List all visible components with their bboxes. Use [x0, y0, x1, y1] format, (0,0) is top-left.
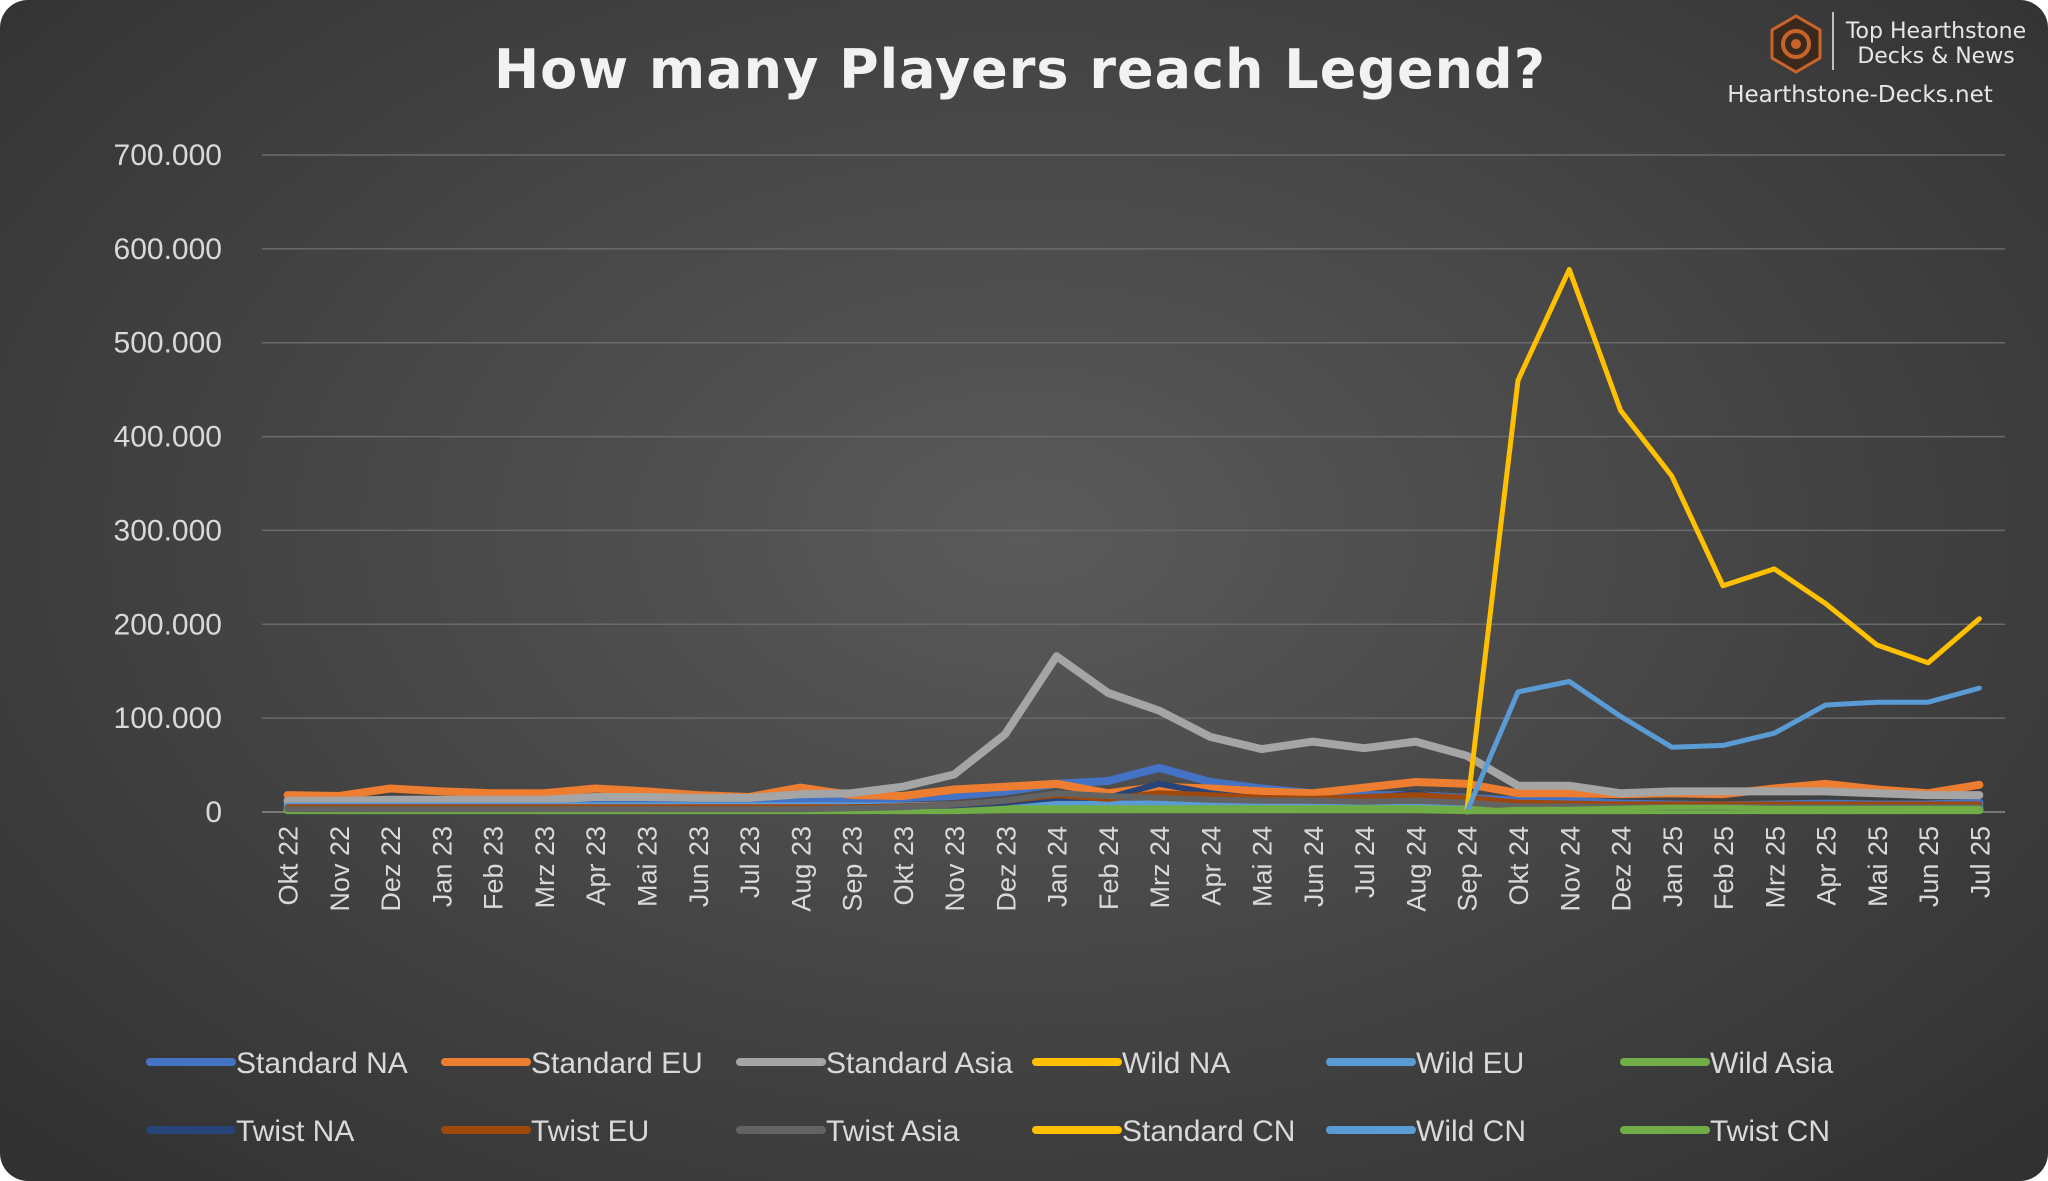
x-tick-label: Jun 24	[1299, 826, 1329, 907]
x-tick-label: Jul 24	[1350, 826, 1380, 898]
hearthstone-logo-icon	[1770, 14, 1822, 74]
y-axis: 0 100.000 200.000 300.000 400.000 500.000 600.…	[114, 139, 222, 829]
y-tick-label: 400.000	[114, 421, 222, 454]
y-tick-label: 0	[205, 796, 222, 829]
legend-item-wild-na: Wild NA	[1032, 1047, 1230, 1080]
brand-site: Hearthstone-Decks.net	[1727, 82, 1993, 108]
legend-item-wild-cn: Wild CN	[1326, 1115, 1526, 1148]
x-tick-label: Dez 24	[1607, 826, 1637, 912]
series-line-twist-cn	[1464, 804, 1982, 815]
x-tick-label: Okt 23	[889, 826, 919, 906]
series-line-standard-cn	[1464, 267, 1982, 815]
x-tick-label: Jan 24	[1043, 826, 1073, 907]
legend-item-standard-eu: Standard EU	[441, 1047, 703, 1080]
brand-line-2: Decks & News	[1857, 44, 2014, 69]
legend-label: Wild NA	[1122, 1047, 1230, 1080]
x-tick-label: Sep 24	[1453, 826, 1483, 912]
legend-label: Wild Asia	[1710, 1047, 1834, 1080]
legend-label: Standard CN	[1122, 1115, 1295, 1148]
x-tick-label: Mai 23	[632, 826, 662, 907]
x-tick-label: Dez 23	[991, 826, 1021, 912]
legend-item-twist-cn: Twist CN	[1620, 1115, 1830, 1148]
brand-logo: Top Hearthstone Decks & News Hearthstone…	[1727, 12, 2026, 108]
gridlines	[262, 154, 2005, 813]
series-line-standard-asia	[283, 652, 1984, 805]
x-tick-label: Dez 22	[376, 826, 406, 912]
x-tick-label: Okt 22	[274, 826, 304, 906]
x-tick-label: Jun 23	[684, 826, 714, 907]
x-tick-label: Mrz 24	[1145, 826, 1175, 909]
legend-label: Twist Asia	[826, 1115, 960, 1148]
x-tick-label: Mrz 23	[530, 826, 560, 909]
x-tick-label: Jan 23	[427, 826, 457, 907]
x-tick-label: Mai 25	[1863, 826, 1893, 907]
legend: Standard NA Standard EU Standard Asia Wild …	[146, 1047, 1834, 1148]
legend-label: Twist NA	[236, 1115, 354, 1148]
x-tick-label: Feb 25	[1709, 826, 1739, 910]
x-tick-label: Feb 23	[479, 826, 509, 910]
legend-label: Standard Asia	[826, 1047, 1013, 1080]
x-tick-label: Mai 24	[1248, 826, 1278, 907]
y-tick-label: 100.000	[114, 702, 222, 735]
x-tick-label: Jun 25	[1914, 826, 1944, 907]
x-tick-label: Nov 23	[940, 826, 970, 912]
brand-line-1: Top Hearthstone	[1845, 19, 2026, 44]
x-tick-label: Apr 25	[1812, 826, 1842, 906]
y-tick-label: 600.000	[114, 233, 222, 266]
legend-label: Twist CN	[1710, 1115, 1830, 1148]
x-tick-label: Nov 22	[325, 826, 355, 912]
legend-item-wild-asia: Wild Asia	[1620, 1047, 1834, 1080]
x-tick-label: Nov 24	[1555, 826, 1585, 912]
legend-item-wild-eu: Wild EU	[1326, 1047, 1524, 1080]
x-tick-label: Aug 23	[786, 826, 816, 912]
x-tick-label: Aug 24	[1401, 826, 1431, 912]
legend-label: Twist EU	[531, 1115, 649, 1148]
plot-area	[283, 267, 1984, 815]
series-line-wild-cn	[1464, 679, 1982, 815]
legend-item-standard-asia: Standard Asia	[736, 1047, 1013, 1080]
x-tick-label: Feb 24	[1094, 826, 1124, 910]
x-axis: Okt 22 Nov 22 Dez 22 Jan 23 Feb 23 Mrz 23 Apr …	[274, 826, 1996, 912]
legend-item-twist-eu: Twist EU	[441, 1115, 649, 1148]
legend-item-standard-cn: Standard CN	[1032, 1115, 1295, 1148]
x-tick-label: Mrz 25	[1760, 826, 1790, 909]
legend-item-standard-na: Standard NA	[146, 1047, 408, 1080]
y-tick-label: 300.000	[114, 514, 222, 547]
x-tick-label: Apr 23	[581, 826, 611, 906]
legend-label: Wild CN	[1416, 1115, 1526, 1148]
legend-label: Wild EU	[1416, 1047, 1524, 1080]
y-tick-label: 700.000	[114, 139, 222, 172]
legend-item-twist-asia: Twist Asia	[736, 1115, 960, 1148]
x-tick-label: Jul 23	[735, 826, 765, 898]
x-tick-label: Okt 24	[1504, 826, 1534, 906]
x-tick-label: Apr 24	[1196, 826, 1226, 906]
chart-title: How many Players reach Legend?	[494, 38, 1546, 101]
y-tick-label: 200.000	[114, 608, 222, 641]
y-tick-label: 500.000	[114, 327, 222, 360]
x-tick-label: Jul 25	[1965, 826, 1995, 898]
legend-item-twist-na: Twist NA	[146, 1115, 354, 1148]
legend-label: Standard EU	[531, 1047, 703, 1080]
x-tick-label: Jan 25	[1658, 826, 1688, 907]
legend-label: Standard NA	[236, 1047, 408, 1080]
x-tick-label: Sep 23	[838, 826, 868, 912]
